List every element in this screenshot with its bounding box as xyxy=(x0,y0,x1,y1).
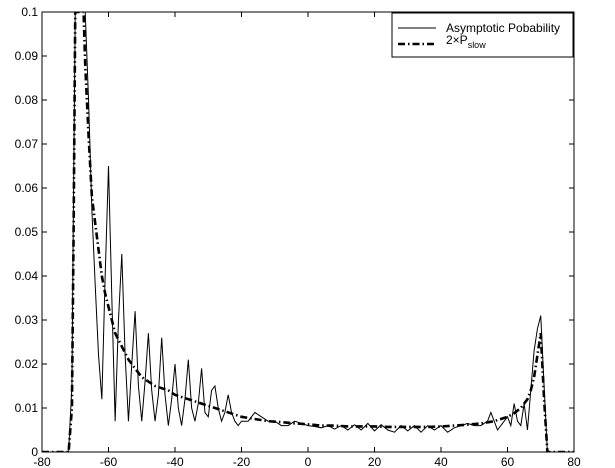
legend-box xyxy=(391,12,574,58)
x-tick-label: 60 xyxy=(501,455,515,468)
series-asymptotic-probability xyxy=(42,12,574,452)
legend-label-pslow-subscript: slow xyxy=(468,40,487,50)
y-tick-label: 0.09 xyxy=(15,49,39,63)
y-tick-label: 0.08 xyxy=(15,93,39,107)
y-tick-label: 0.04 xyxy=(15,269,39,283)
x-tick-label: 80 xyxy=(567,455,581,468)
x-tick-label: 40 xyxy=(434,455,448,468)
axis-ticks: -80 -60 -40 -20 0 20 40 60 80 0 0.01 0.02 0.03 0.04 0.… xyxy=(15,5,581,468)
y-tick-label: 0.03 xyxy=(15,313,39,327)
legend: Asymptotic Pobability 2×Pslow xyxy=(391,12,574,58)
y-tick-label: 0.07 xyxy=(15,137,39,151)
y-tick-label: 0 xyxy=(31,445,38,459)
y-tick-label: 0.05 xyxy=(15,225,39,239)
y-tick-label: 0.01 xyxy=(15,401,39,415)
series-2x-pslow xyxy=(42,12,574,452)
legend-label-asymptotic: Asymptotic Pobability xyxy=(446,21,560,35)
y-tick-label: 0.02 xyxy=(15,357,39,371)
legend-label-pslow-main: 2×P xyxy=(446,33,468,47)
x-tick-label: -60 xyxy=(100,455,118,468)
series-layer xyxy=(42,12,574,452)
x-tick-label: -80 xyxy=(33,455,51,468)
x-tick-label: -40 xyxy=(166,455,184,468)
plot-frame xyxy=(41,11,575,453)
x-tick-label: 0 xyxy=(305,455,312,468)
x-tick-label: 20 xyxy=(368,455,382,468)
x-tick-label: -20 xyxy=(233,455,251,468)
y-tick-label: 0.1 xyxy=(21,5,38,19)
legend-label-pslow: 2×Pslow xyxy=(446,33,486,50)
y-tick-label: 0.06 xyxy=(15,181,39,195)
